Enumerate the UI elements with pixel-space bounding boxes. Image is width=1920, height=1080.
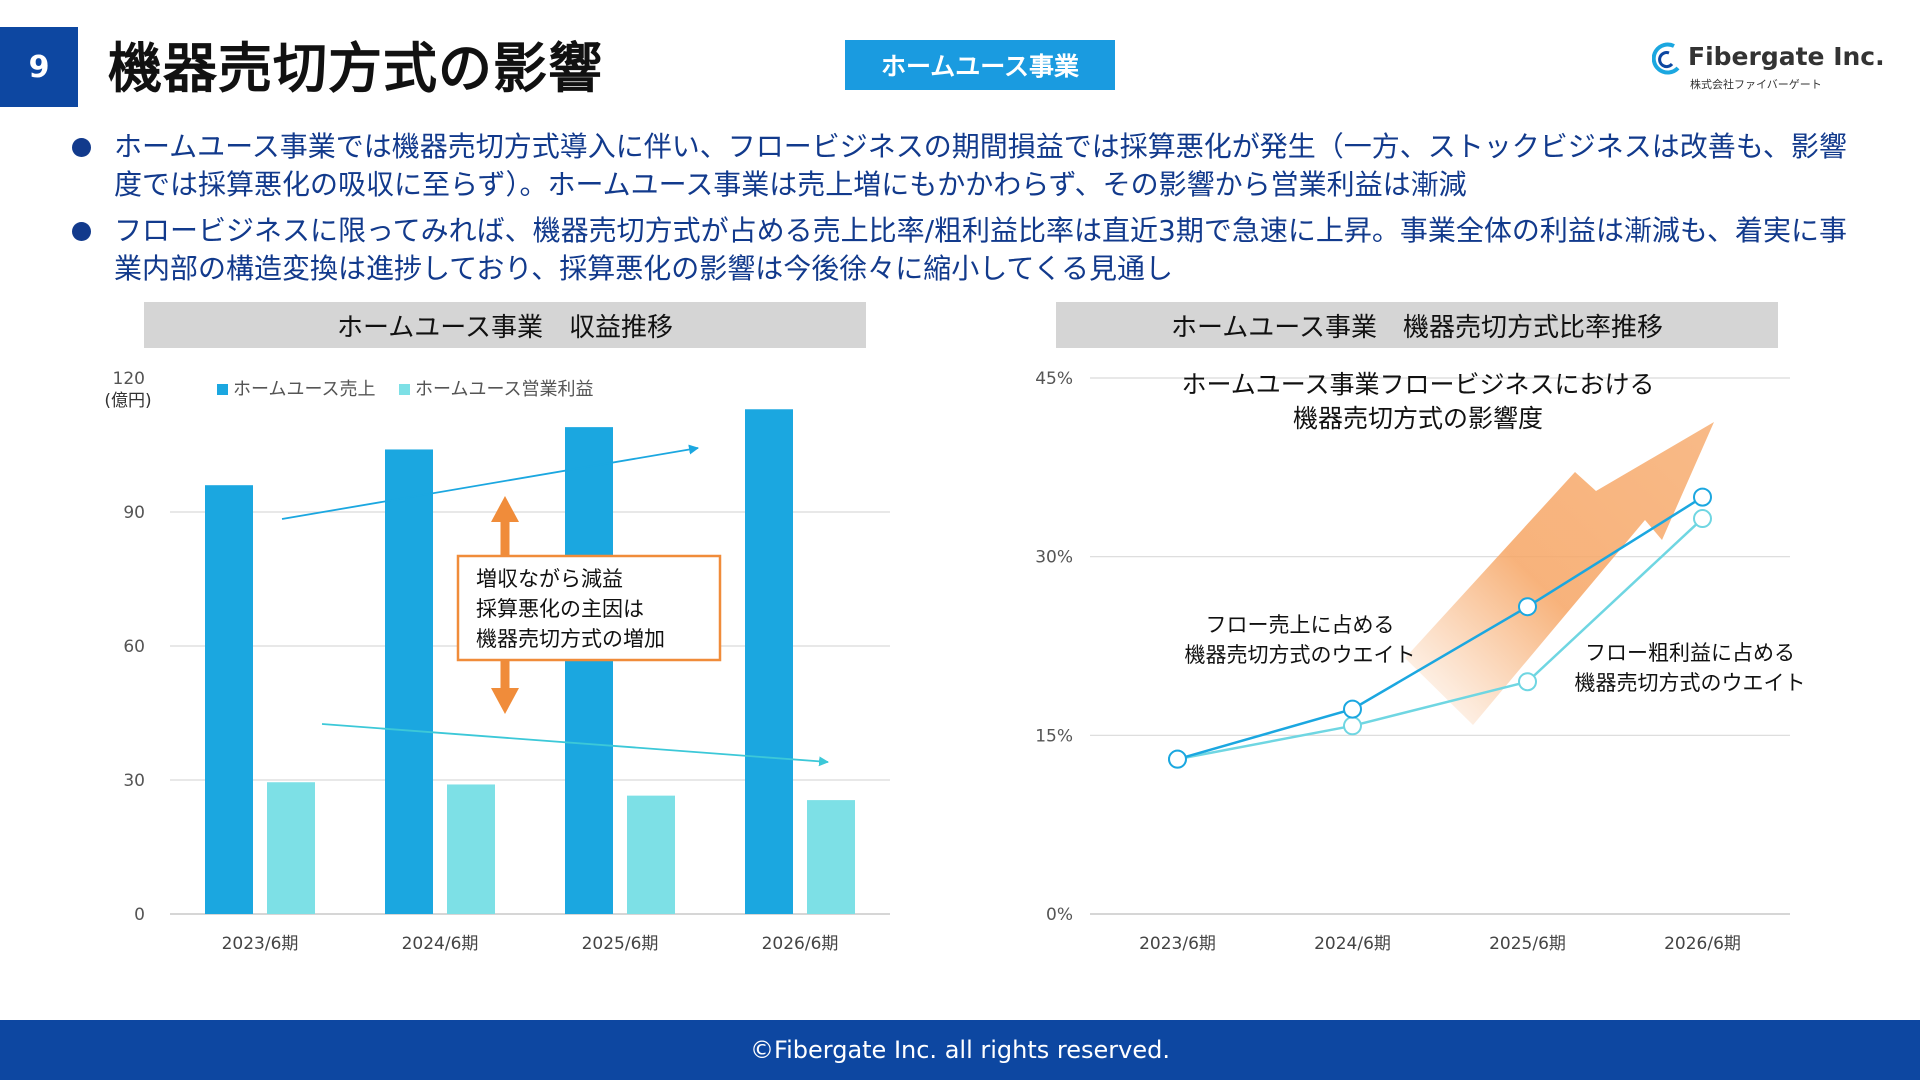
y-tick-label: 120 [113,369,145,389]
y-tick-label: 0 [134,905,145,925]
series-line [1177,496,1704,761]
sales-bar [745,409,793,914]
chart-annotation: 機器売切方式の影響度 [1293,404,1543,433]
ratio-chart-title: ホームユース事業 機器売切方式比率推移 [1056,302,1778,348]
sales-bar [385,449,433,914]
bullet-item: ホームユース事業では機器売切方式導入に伴い、フロービジネスの期間損益では採算悪化… [70,128,1850,204]
bullet-text: ホームユース事業では機器売切方式導入に伴い、フロービジネスの期間損益では採算悪化… [114,130,1847,201]
x-tick-label: 2024/6期 [402,934,479,954]
unit-label: (億円) [104,391,151,411]
series-point [1343,699,1362,719]
revenue-bar-chart: 0 30 60 90 120(億円) 2023/6期 2024/6期 2025/6期 2026/… [104,369,890,954]
series-point [1168,749,1187,769]
logo-name: Fibergate Inc. [1688,42,1885,71]
page-number: 9 [0,27,78,107]
annotation-text: 採算悪化の主因は [476,597,644,621]
legend-swatch [399,384,410,395]
y-tick-label: 30 [123,771,145,791]
series-point [1518,672,1537,692]
series-point [1693,509,1712,529]
series-point [1518,597,1537,617]
series-label: フロー粗利益に占める [1585,641,1795,665]
summary-bullets: ホームユース事業では機器売切方式導入に伴い、フロービジネスの期間損益では採算悪化… [70,128,1850,296]
x-tick-label: 2026/6期 [762,934,839,954]
profit-bar [267,782,315,914]
legend-swatch [217,384,228,395]
bullet-dot-icon [72,138,91,157]
page-title: 機器売切方式の影響 [108,37,603,100]
x-tick-label: 2026/6期 [1664,934,1741,954]
series-label: 機器売切方式のウエイト [1575,671,1806,695]
impact-trend-arrow [1405,422,1714,725]
y-tick-label: 60 [123,637,145,657]
y-tick-label: 30% [1035,548,1073,568]
profit-bar [627,795,675,914]
series-line [1177,517,1704,761]
profit-trend-arrow [321,723,829,767]
profit-bar [807,800,855,914]
annotation-box [456,554,722,662]
series-label: 機器売切方式のウエイト [1185,643,1416,667]
logo-subtitle: 株式会社ファイバーゲート [1690,78,1822,91]
segment-tag: ホームユース事業 [845,40,1115,90]
chart-annotation: ホームユース事業フロービジネスにおける [1181,370,1654,399]
y-tick-label: 90 [123,503,145,523]
gap-arrow-head-down [491,688,519,714]
bullet-dot-icon [72,222,91,241]
profit-bar [447,784,495,914]
fibergate-logo-icon [1652,42,1680,75]
sales-trend-arrow [281,444,699,520]
x-tick-label: 2023/6期 [1139,934,1216,954]
revenue-chart-title: ホームユース事業 収益推移 [144,302,866,348]
annotation-text: 機器売切方式の増加 [476,627,665,651]
x-tick-label: 2025/6期 [1489,934,1566,954]
x-tick-label: 2025/6期 [582,934,659,954]
sales-bar [565,427,613,914]
ratio-line-chart: 0% 15% 30% 45% 2023/6期 2024/6期 2025/6期 2026/6期 フ… [1035,369,1806,954]
y-tick-label: 45% [1035,369,1073,389]
gap-arrow-head-up [491,496,519,522]
x-tick-label: 2024/6期 [1314,934,1391,954]
y-tick-label: 15% [1035,726,1073,746]
footer-copyright: ©Fibergate Inc. all rights reserved. [0,1020,1920,1080]
series-point [1693,487,1712,507]
sales-bar [205,485,253,914]
company-logo: Fibergate Inc. 株式会社ファイバーゲート [1652,42,1885,94]
legend-label: ホームユース売上 [233,379,376,400]
y-tick-label: 0% [1046,905,1073,925]
bullet-text: フロービジネスに限ってみれば、機器売切方式が占める売上比率/粗利益比率は直近3期… [114,214,1848,285]
series-label: フロー売上に占める [1206,613,1395,637]
legend-label: ホームユース営業利益 [415,379,594,400]
series-point [1343,716,1362,736]
bullet-item: フロービジネスに限ってみれば、機器売切方式が占める売上比率/粗利益比率は直近3期… [70,212,1850,288]
x-tick-label: 2023/6期 [222,934,299,954]
annotation-text: 増収ながら減益 [476,567,623,591]
